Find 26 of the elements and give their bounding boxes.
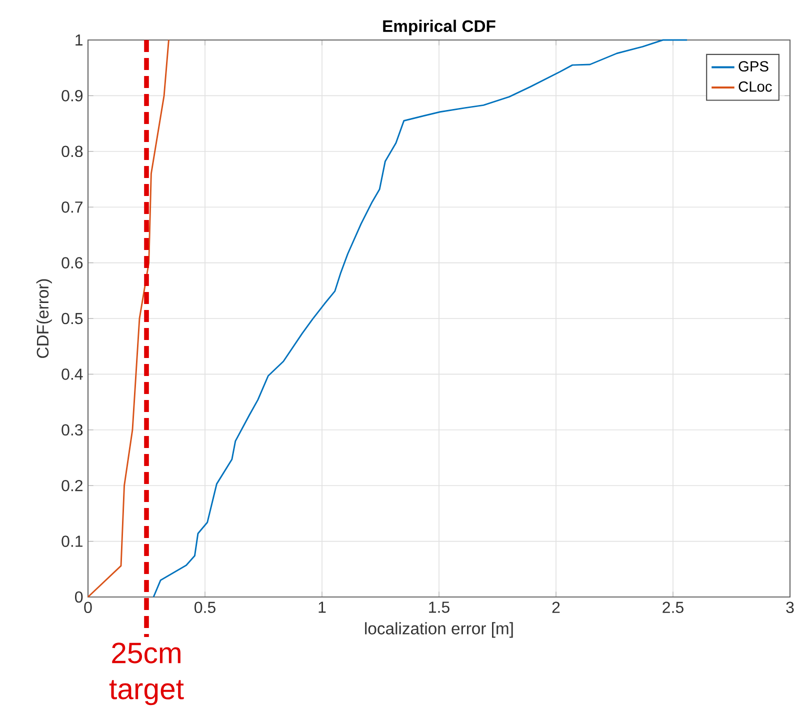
- line-series: [87, 39, 170, 598]
- y-tick-label: 0.4: [62, 368, 83, 380]
- y-tick-label: 1: [76, 34, 83, 46]
- x-axis-title: localization error [m]: [365, 622, 513, 638]
- x-tick-label: 1.5: [429, 602, 450, 613]
- y-tick-label: 0.7: [62, 201, 82, 213]
- x-tick-label: 2: [552, 602, 560, 613]
- ref-line-label: 25cm target: [109, 642, 184, 706]
- x-tick-label: 2.5: [662, 602, 684, 614]
- y-tick-label: 0.9: [62, 90, 83, 102]
- chart-title: Empirical CDF: [383, 20, 496, 36]
- y-tick-label: 0.8: [62, 146, 83, 158]
- y-tick-label: 0.3: [62, 424, 83, 436]
- x-tick-label: 1: [318, 602, 326, 613]
- y-tick-label: 0.6: [62, 257, 83, 268]
- x-tick-label: 3: [786, 602, 794, 614]
- x-tick-label: 0.5: [194, 602, 216, 614]
- line-series: [152, 39, 688, 598]
- legend-label: GPS: [738, 61, 768, 72]
- legend-label: CLoc: [738, 81, 772, 92]
- y-tick-label: 0: [75, 591, 83, 603]
- y-tick-label: 0.1: [62, 536, 83, 547]
- y-tick-label: 0.2: [62, 480, 82, 492]
- x-tick-label: 0: [84, 602, 92, 614]
- y-tick-label: 0.5: [62, 312, 83, 324]
- y-axis-title: CDF(error): [36, 279, 52, 358]
